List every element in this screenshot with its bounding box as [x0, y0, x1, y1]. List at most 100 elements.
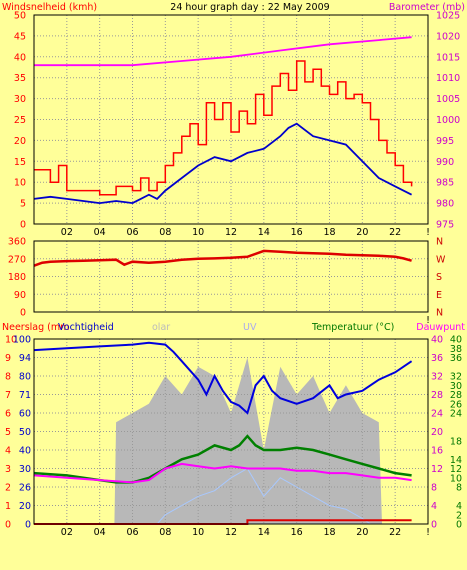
y-tick-label-compass: N [436, 237, 443, 248]
y-tick-label-temperature: 28 [450, 390, 462, 401]
y-tick-label-wind: 50 [14, 11, 26, 22]
y-tick-label-compass: E [436, 290, 442, 301]
panel-frame-2 [33, 240, 429, 313]
y-tick-label-barometer: 985 [436, 178, 454, 189]
y-tick-label-temperature: 30 [450, 381, 462, 392]
x-tick-label: 04 [94, 227, 106, 238]
y-tick-label-wind: 25 [14, 115, 26, 126]
legend-rain: Neerslag (mm [2, 322, 69, 333]
x-tick-label: 18 [323, 227, 335, 238]
x-tick-label: 14 [258, 527, 270, 538]
series-line-average [33, 122, 413, 205]
y-tick-label-direction: 180 [8, 272, 26, 283]
y-tick-label-barometer: 1020 [436, 31, 460, 42]
y-tick-label-compass: N [436, 308, 443, 319]
y-tick-label-rain: 4 [5, 446, 11, 457]
y-tick-label-wind: 35 [14, 73, 26, 84]
series-line-direction [33, 249, 412, 267]
y-tick-label-temperature: 10 [450, 473, 462, 484]
y-tick-label-temperature: 32 [450, 372, 462, 383]
x-tick-label: 08 [159, 527, 171, 538]
x-tick-label: 10 [192, 527, 204, 538]
x-tick-label: 16 [291, 227, 303, 238]
y-tick-label-wind: 30 [14, 94, 26, 105]
header-wind-label: Windsnelheid (kmh) [2, 2, 97, 13]
y-tick-label-dewpoint: 0 [431, 520, 437, 531]
y-tick-label-rain: 9 [5, 353, 11, 364]
y-tick-label-temperature: 8 [456, 483, 462, 494]
y-tick-label-wind: 20 [14, 136, 26, 147]
y-tick-label-temperature: 38 [450, 344, 462, 355]
x-tick-label: 14 [258, 227, 270, 238]
series-line-gust [34, 60, 413, 196]
y-tick-label-temperature: 36 [450, 353, 462, 364]
y-tick-label-temperature: 2 [456, 510, 462, 521]
x-tick-label: 02 [61, 527, 73, 538]
x-tick-label: 18 [323, 527, 335, 538]
x-tick-label: 06 [126, 527, 138, 538]
y-tick-label-rain: 6 [5, 409, 11, 420]
x-tick-label: 16 [291, 527, 303, 538]
y-tick-label-dewpoint: 36 [431, 353, 443, 364]
x-tick-label: ! [426, 227, 430, 238]
y-tick-label-barometer: 1000 [436, 115, 460, 126]
y-tick-label-dewpoint: 32 [431, 372, 443, 383]
y-tick-label-dewpoint: 24 [431, 409, 443, 420]
y-tick-label-compass: W [436, 254, 446, 265]
y-tick-label-rain: 5 [5, 427, 11, 438]
legend-humidity: Vochtigheid [58, 322, 114, 333]
series-line-barometer [34, 36, 412, 67]
y-tick-label-wind: 15 [14, 157, 26, 168]
y-tick-label-barometer: 1010 [436, 73, 460, 84]
x-tick-label: 06 [126, 227, 138, 238]
x-tick-label: 20 [356, 527, 368, 538]
y-tick-label-rain: 1 [5, 501, 11, 512]
y-tick-label-humidity: 26 [19, 483, 31, 494]
y-tick-label-wind: 5 [20, 199, 26, 210]
legend-uv: UV [243, 322, 257, 333]
x-tick-label: 08 [159, 227, 171, 238]
y-tick-label-dewpoint: 28 [431, 390, 443, 401]
x-tick-label: 22 [389, 227, 401, 238]
x-tick-label: 20 [356, 227, 368, 238]
y-tick-label-temperature: 4 [456, 501, 462, 512]
y-tick-label-humidity: 94 [19, 353, 31, 364]
chart-title: 24 hour graph day : 22 May 2009 [170, 2, 329, 13]
y-tick-label-direction: 90 [14, 290, 26, 301]
x-tick-label: ! [426, 315, 430, 326]
y-tick-label-dewpoint: 8 [431, 483, 437, 494]
series-line-dewpoint [33, 462, 412, 484]
y-tick-label-temperature: 0 [456, 520, 462, 531]
x-tick-label: 10 [192, 227, 204, 238]
legend-solar: olar [152, 322, 170, 333]
legend-dewpoint: Dauwpunt [416, 322, 465, 333]
y-tick-label-direction: 0 [20, 308, 26, 319]
y-tick-label-humidity: 60 [19, 409, 31, 420]
y-tick-label-direction: 360 [8, 237, 26, 248]
y-tick-label-humidity: 50 [19, 427, 31, 438]
x-tick-label: 12 [225, 227, 237, 238]
series-area-solar [34, 357, 412, 524]
y-tick-label-wind: 0 [20, 220, 26, 231]
header-barometer-label: Barometer (mb) [389, 2, 465, 13]
y-tick-label-temperature: 12 [450, 464, 462, 475]
y-tick-label-temperature: 26 [450, 399, 462, 410]
y-tick-label-barometer: 995 [436, 136, 454, 147]
x-tick-label: 04 [94, 527, 106, 538]
y-tick-label-humidity: 30 [19, 464, 31, 475]
y-tick-label-barometer: 1015 [436, 52, 460, 63]
y-tick-label-temperature: 18 [450, 436, 462, 447]
y-tick-label-humidity: 71 [19, 390, 31, 401]
x-tick-label: 22 [389, 527, 401, 538]
x-tick-label: 02 [61, 227, 73, 238]
y-tick-label-compass: S [436, 272, 442, 283]
y-tick-label-dewpoint: 12 [431, 464, 443, 475]
legend-temperature: Temperatuur (°C) [311, 322, 394, 333]
y-tick-label-temperature: 14 [450, 455, 462, 466]
panel-frame-3 [33, 338, 429, 525]
y-tick-label-barometer: 980 [436, 199, 454, 210]
series-line-humidity [33, 341, 413, 415]
x-tick-label: ! [426, 527, 430, 538]
y-tick-label-barometer: 990 [436, 157, 454, 168]
